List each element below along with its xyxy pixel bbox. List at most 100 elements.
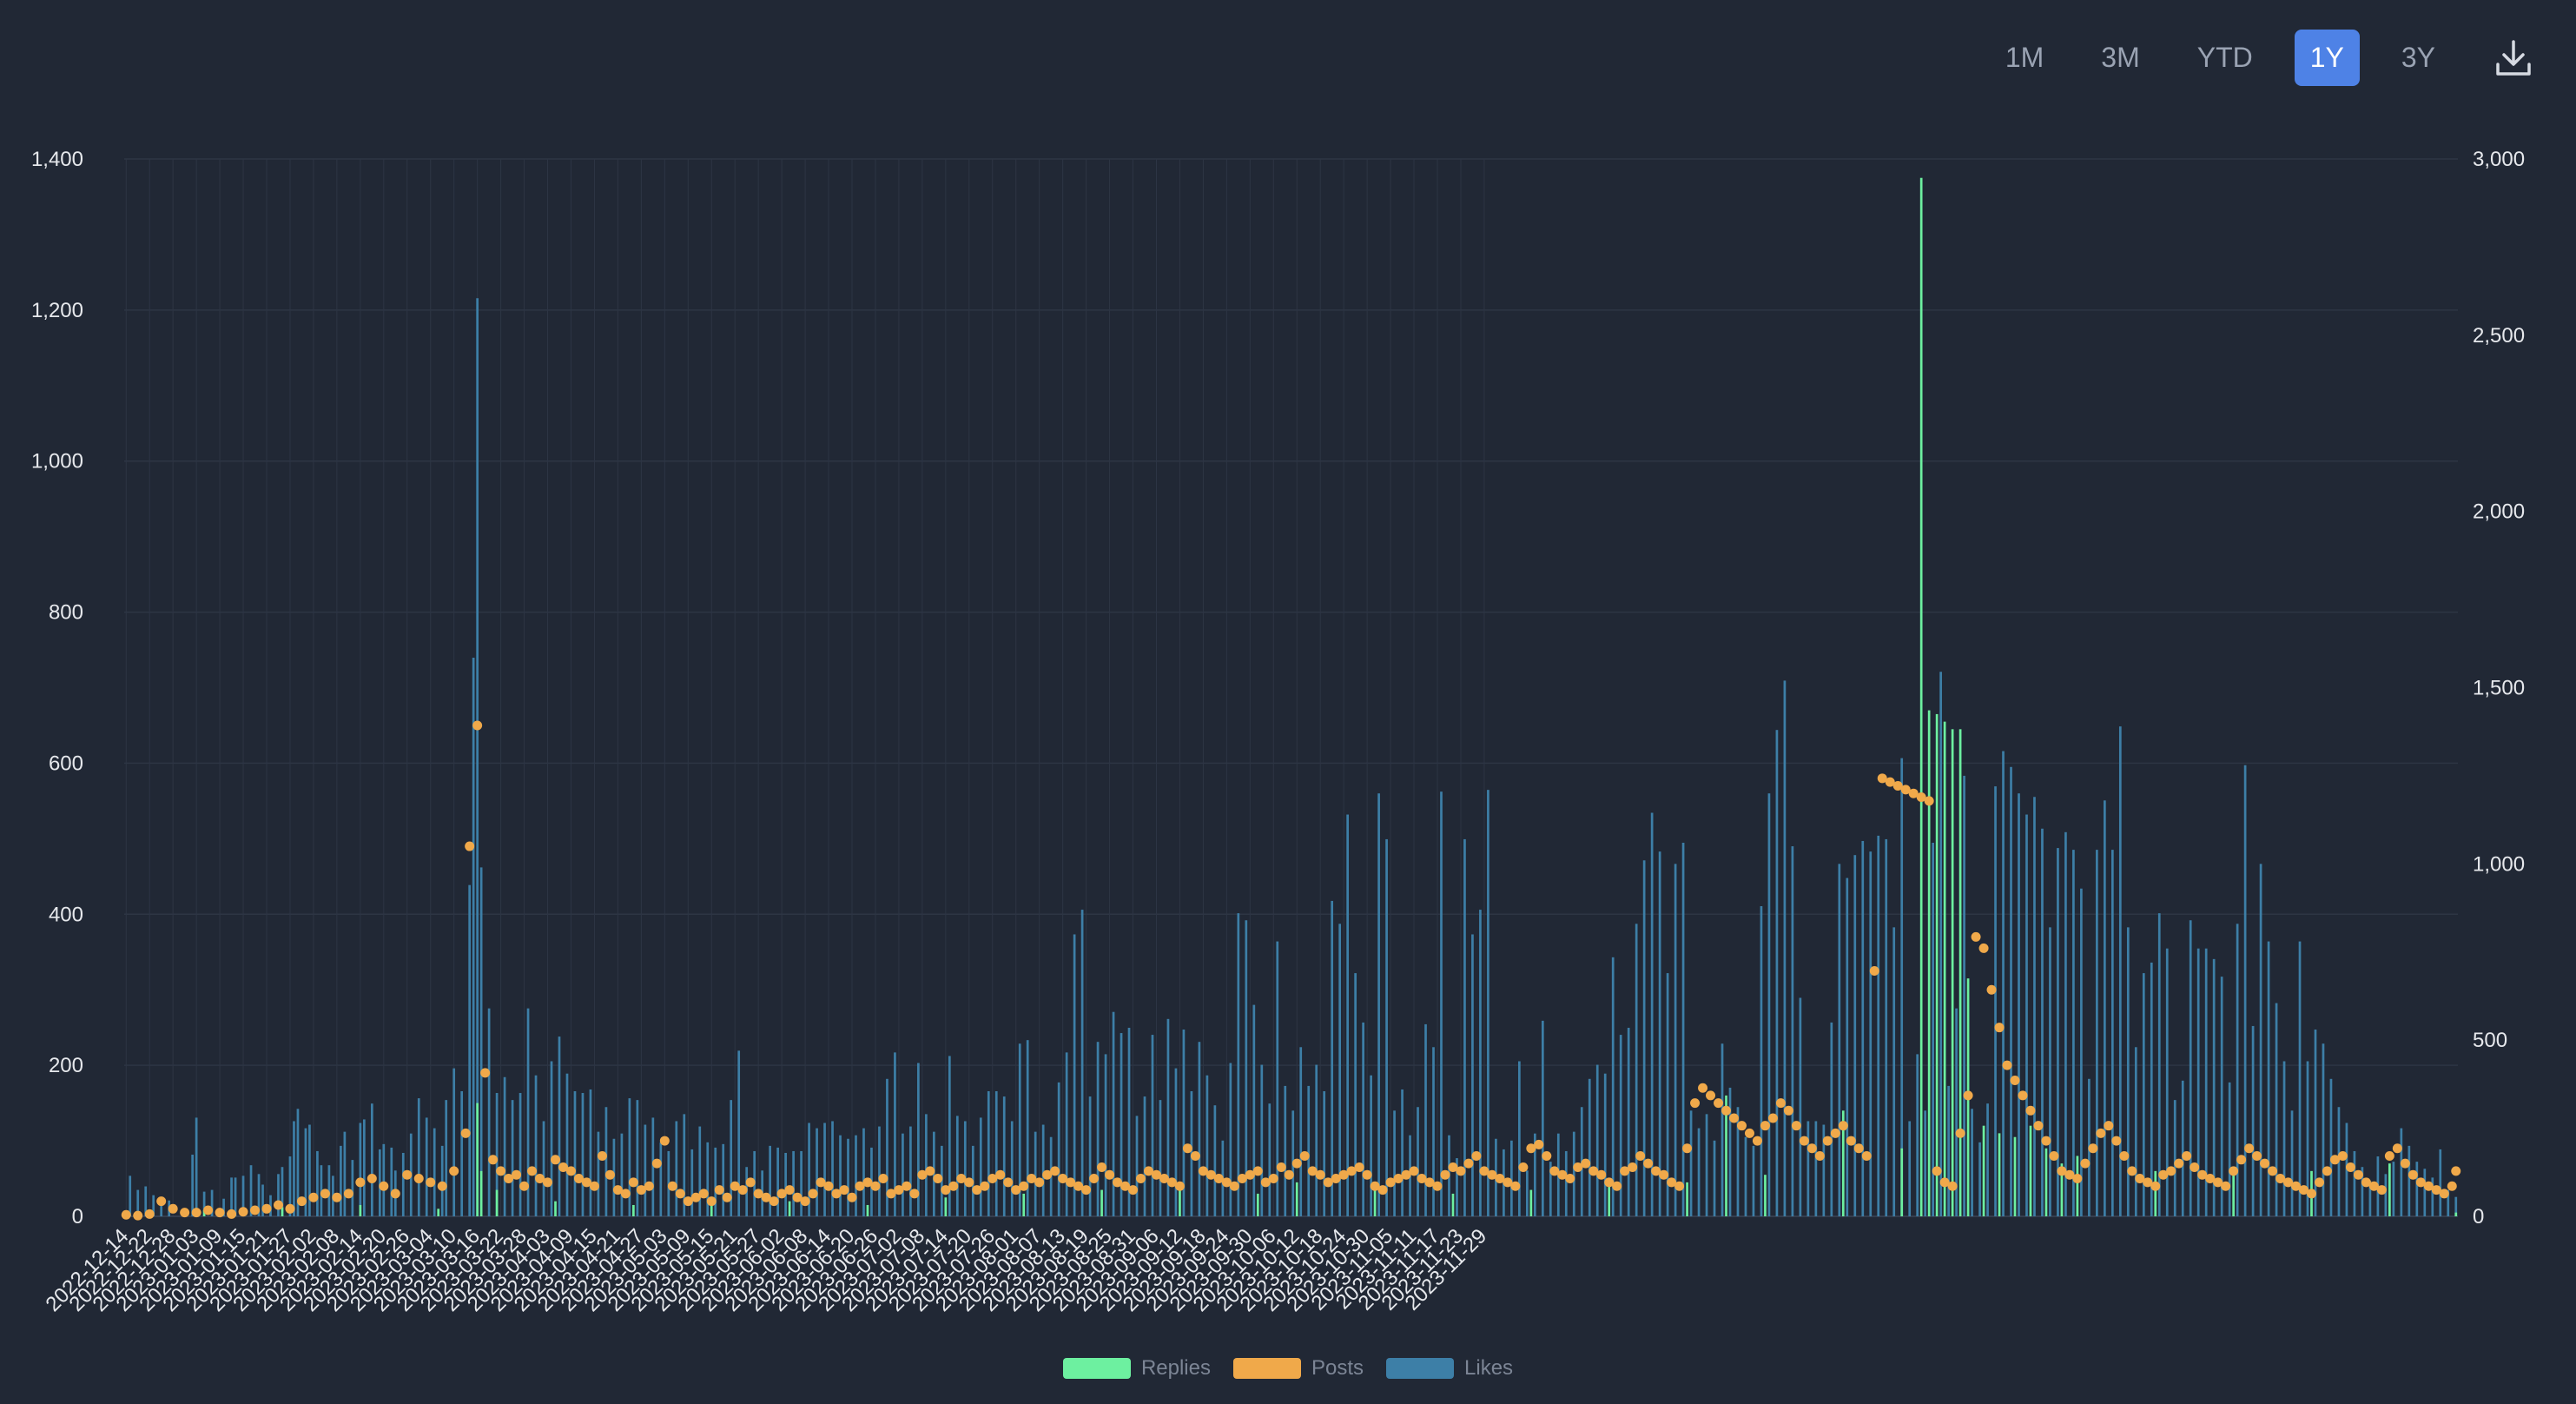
- replies-bar: [1944, 722, 1946, 1216]
- likes-bar: [1510, 1141, 1513, 1216]
- posts-point: [1721, 1106, 1731, 1116]
- likes-bar: [441, 1146, 444, 1216]
- legend-label-posts: Posts: [1311, 1356, 1364, 1381]
- posts-point: [1932, 1166, 1942, 1176]
- posts-point: [925, 1166, 935, 1176]
- likes-bar: [675, 1121, 677, 1216]
- likes-bar: [1885, 839, 1887, 1216]
- left-axis-tick-label: 800: [49, 601, 83, 625]
- likes-bar: [1424, 1024, 1427, 1216]
- likes-bar: [582, 1093, 585, 1216]
- posts-point: [1635, 1151, 1645, 1161]
- posts-point: [1815, 1151, 1825, 1161]
- replies-bar: [1257, 1194, 1259, 1216]
- likes-bar: [831, 1121, 834, 1216]
- legend-item-replies[interactable]: Replies: [1063, 1356, 1211, 1381]
- posts-point: [156, 1196, 166, 1206]
- posts-point: [1760, 1121, 1770, 1130]
- posts-point: [512, 1170, 521, 1180]
- posts-point: [676, 1189, 685, 1198]
- likes-bar: [2190, 920, 2192, 1216]
- posts-point: [1440, 1170, 1450, 1180]
- likes-bar: [1635, 924, 1638, 1216]
- left-axis-tick-label: 0: [72, 1205, 83, 1228]
- posts-point: [707, 1196, 717, 1206]
- likes-bar: [2268, 942, 2270, 1216]
- likes-bar: [558, 1036, 561, 1216]
- replies-bar: [437, 1209, 439, 1216]
- replies-bar: [1452, 1194, 1455, 1216]
- posts-point: [1378, 1185, 1388, 1195]
- posts-point: [2072, 1174, 2082, 1183]
- posts-point: [1089, 1174, 1099, 1183]
- posts-point: [848, 1193, 857, 1202]
- likes-bar: [1011, 1121, 1014, 1216]
- posts-point: [1253, 1166, 1263, 1176]
- replies-bar: [2014, 1137, 2017, 1216]
- likes-bar: [995, 1091, 998, 1216]
- posts-point: [668, 1182, 677, 1191]
- likes-bar: [1081, 910, 1084, 1216]
- likes-bar: [816, 1129, 818, 1216]
- posts-point: [2440, 1189, 2449, 1198]
- posts-point: [1800, 1136, 1809, 1146]
- posts-point: [746, 1177, 756, 1187]
- likes-bar: [839, 1136, 842, 1216]
- posts-point: [644, 1182, 654, 1191]
- posts-point: [1776, 1098, 1786, 1108]
- likes-bar: [2385, 1174, 2388, 1216]
- likes-bar: [1440, 791, 1443, 1216]
- likes-bar: [1105, 1054, 1107, 1216]
- posts-point: [1854, 1143, 1864, 1153]
- left-axis-tick-label: 400: [49, 903, 83, 926]
- posts-point: [465, 842, 474, 851]
- posts-point: [2401, 1159, 2410, 1169]
- likes-bar: [1315, 1065, 1318, 1216]
- posts-point: [133, 1211, 142, 1221]
- likes-bar: [1947, 1086, 1950, 1216]
- likes-bar: [504, 1077, 506, 1216]
- likes-bar: [823, 1123, 826, 1216]
- posts-point: [2252, 1151, 2262, 1161]
- posts-point: [2322, 1166, 2332, 1176]
- likes-bar: [452, 1069, 455, 1216]
- posts-point: [2354, 1170, 2363, 1180]
- posts-point: [426, 1177, 435, 1187]
- posts-point: [1105, 1170, 1114, 1180]
- likes-bar: [1745, 1137, 1747, 1216]
- likes-bar: [1526, 1170, 1529, 1216]
- posts-point: [480, 1068, 490, 1077]
- likes-bar: [433, 1129, 436, 1216]
- legend-swatch-likes: [1386, 1358, 1454, 1379]
- posts-point: [1690, 1098, 1700, 1108]
- likes-bar: [2299, 942, 2302, 1216]
- likes-bar: [1853, 855, 1856, 1216]
- likes-bar: [2330, 1079, 2333, 1216]
- likes-bar: [698, 1127, 701, 1216]
- likes-bar: [1199, 1042, 1201, 1216]
- likes-bar: [426, 1117, 428, 1216]
- likes-bar: [769, 1146, 771, 1216]
- likes-bar: [706, 1142, 709, 1216]
- posts-point: [2174, 1159, 2183, 1169]
- likes-bar: [1807, 1121, 1810, 1216]
- likes-bar: [2150, 963, 2153, 1216]
- likes-bar: [418, 1098, 420, 1216]
- posts-point: [598, 1151, 607, 1161]
- likes-bar: [1628, 1028, 1630, 1216]
- likes-bar: [1058, 1083, 1060, 1216]
- legend-item-likes[interactable]: Likes: [1386, 1356, 1513, 1381]
- posts-point: [1534, 1140, 1543, 1149]
- likes-bar: [2072, 850, 2075, 1216]
- likes-bar: [2057, 848, 2059, 1216]
- likes-bar: [129, 1176, 131, 1216]
- likes-bar: [445, 1100, 447, 1216]
- likes-bar: [2393, 1162, 2395, 1216]
- likes-bar: [1362, 1023, 1364, 1216]
- posts-point: [2011, 1076, 2020, 1085]
- replies-bar: [2454, 1213, 2457, 1216]
- likes-bar: [512, 1100, 514, 1216]
- posts-point: [438, 1182, 447, 1191]
- posts-point: [496, 1166, 505, 1176]
- legend-item-posts[interactable]: Posts: [1233, 1356, 1364, 1381]
